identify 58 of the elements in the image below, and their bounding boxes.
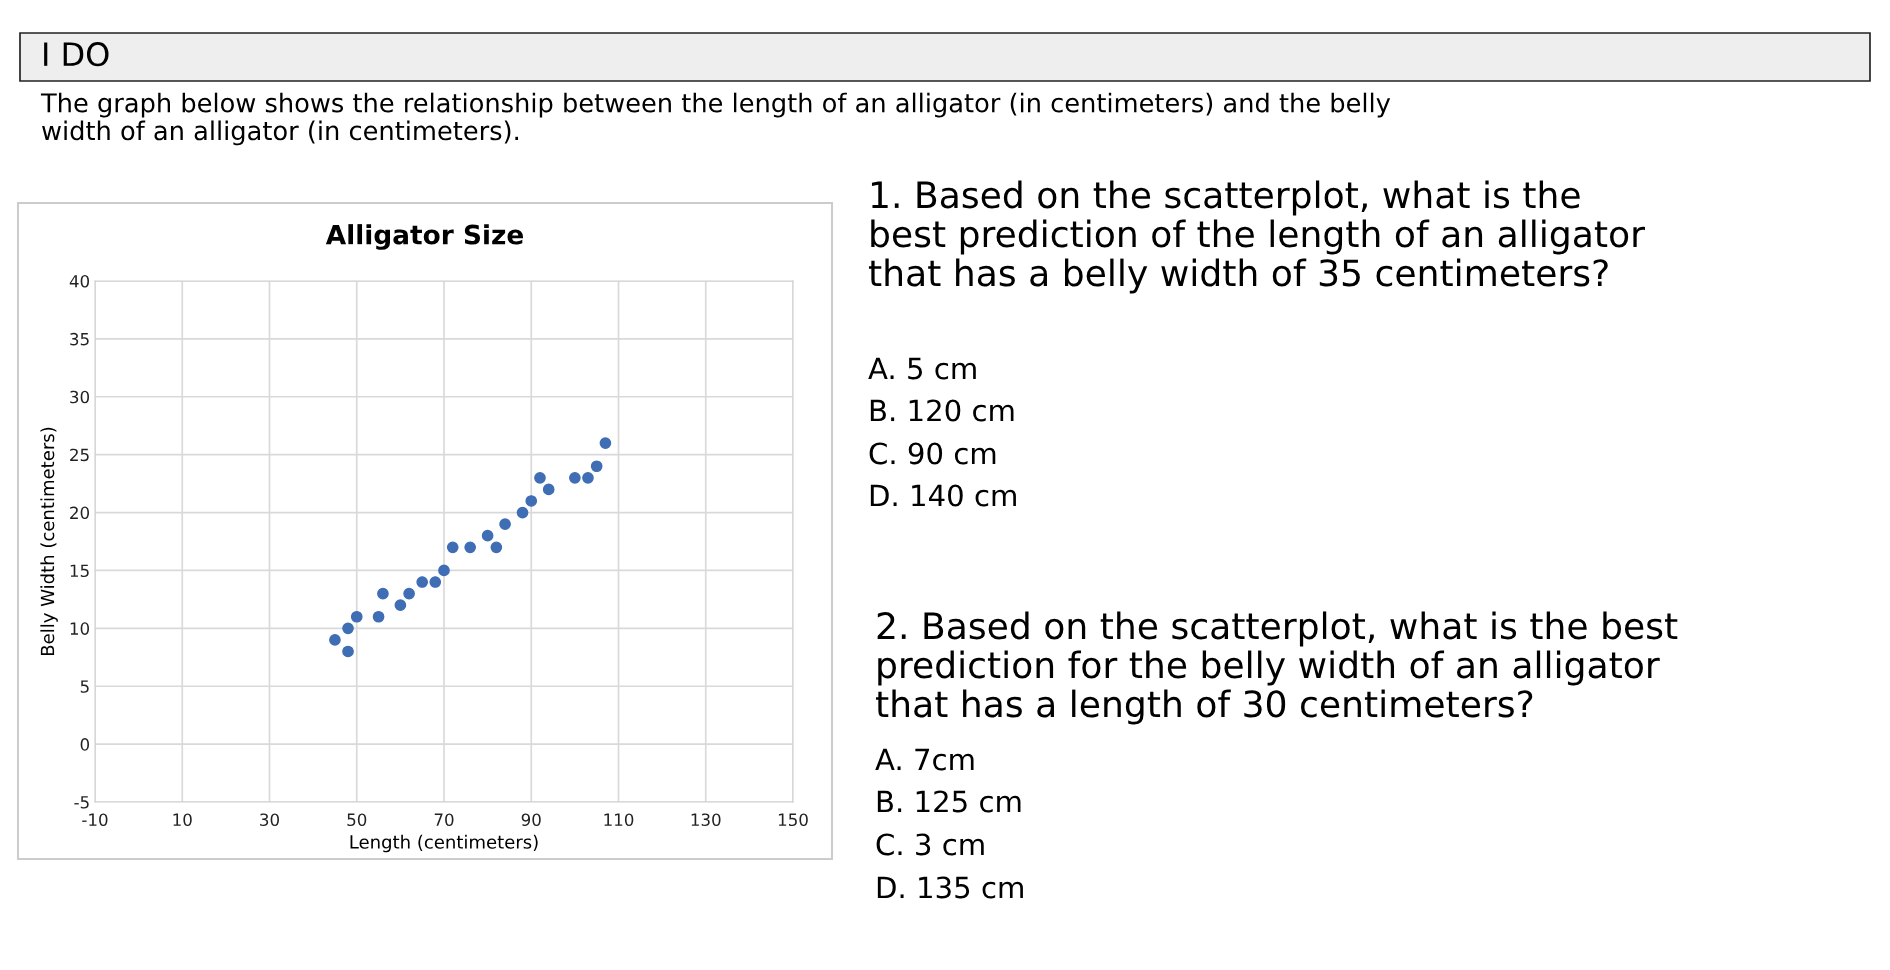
y-axis-title: Belly Width (centimeters) bbox=[40, 427, 58, 655]
x-tick-label: 50 bbox=[347, 813, 367, 827]
point bbox=[429, 576, 442, 588]
point bbox=[464, 541, 477, 554]
point bbox=[438, 564, 450, 577]
point bbox=[403, 587, 415, 600]
point bbox=[342, 622, 354, 635]
text: A. 7cm bbox=[875, 748, 974, 771]
text: A. 5 cm bbox=[868, 357, 976, 380]
point bbox=[372, 610, 385, 623]
y-tick-label: 15 bbox=[70, 564, 89, 578]
x-tick-label: 10 bbox=[173, 813, 192, 827]
point bbox=[416, 576, 429, 588]
point bbox=[481, 529, 494, 542]
x-tick-label: 150 bbox=[778, 813, 808, 827]
text: B. 120 cm bbox=[870, 399, 1014, 422]
y-tick-label: 35 bbox=[70, 332, 89, 346]
point bbox=[516, 506, 529, 519]
y-tick-label: -5 bbox=[74, 796, 89, 809]
point bbox=[350, 610, 363, 623]
text: 1. Based on the scatterplot, what is the best prediction of the length of an alligator that has a belly width of 35 centimeters? bbox=[868, 180, 1645, 294]
point bbox=[599, 437, 612, 449]
y-tick-label: 25 bbox=[70, 448, 89, 462]
text: C. 3 cm bbox=[876, 833, 984, 856]
point bbox=[569, 471, 581, 484]
y-tick-label: 0 bbox=[80, 738, 90, 751]
y-tick-label: 20 bbox=[70, 506, 90, 520]
text: D. 135 cm bbox=[877, 876, 1023, 899]
text: The graph below shows the relationship between the length of an alligator (in centimeters) and the belly width of an alligator (in centimeters). bbox=[40, 92, 1391, 146]
point bbox=[542, 483, 555, 496]
point bbox=[342, 645, 354, 658]
chart-title: Alligator Size bbox=[325, 224, 523, 250]
x-tick-label: 110 bbox=[604, 813, 634, 827]
text: D. 140 cm bbox=[870, 484, 1016, 507]
text: 2. Based on the scatterplot, what is the best prediction for the belly width of an alligator that has a length of 30 centimeters? bbox=[875, 611, 1678, 725]
point bbox=[377, 587, 389, 600]
x-axis-title: Length (centimeters) bbox=[350, 834, 538, 853]
point bbox=[582, 471, 594, 484]
point bbox=[490, 541, 503, 554]
y-tick-label: 10 bbox=[70, 622, 90, 635]
point bbox=[446, 541, 459, 554]
text: I DO bbox=[44, 42, 109, 67]
x-tick-label: 70 bbox=[434, 813, 454, 827]
x-tick-label: 90 bbox=[521, 813, 541, 827]
point bbox=[590, 460, 603, 473]
x-tick-label: 30 bbox=[260, 813, 279, 827]
text: B. 125 cm bbox=[877, 790, 1021, 813]
y-tick-label: 30 bbox=[70, 390, 90, 404]
point bbox=[534, 471, 546, 484]
point bbox=[525, 495, 538, 507]
point bbox=[394, 599, 407, 612]
point bbox=[329, 634, 341, 646]
x-tick-label: 130 bbox=[691, 813, 721, 827]
y-tick-label: 40 bbox=[69, 274, 90, 288]
point bbox=[499, 518, 511, 530]
y-tick-label: 5 bbox=[80, 680, 89, 693]
x-tick-label: -10 bbox=[82, 813, 108, 827]
text: C. 90 cm bbox=[869, 442, 996, 465]
